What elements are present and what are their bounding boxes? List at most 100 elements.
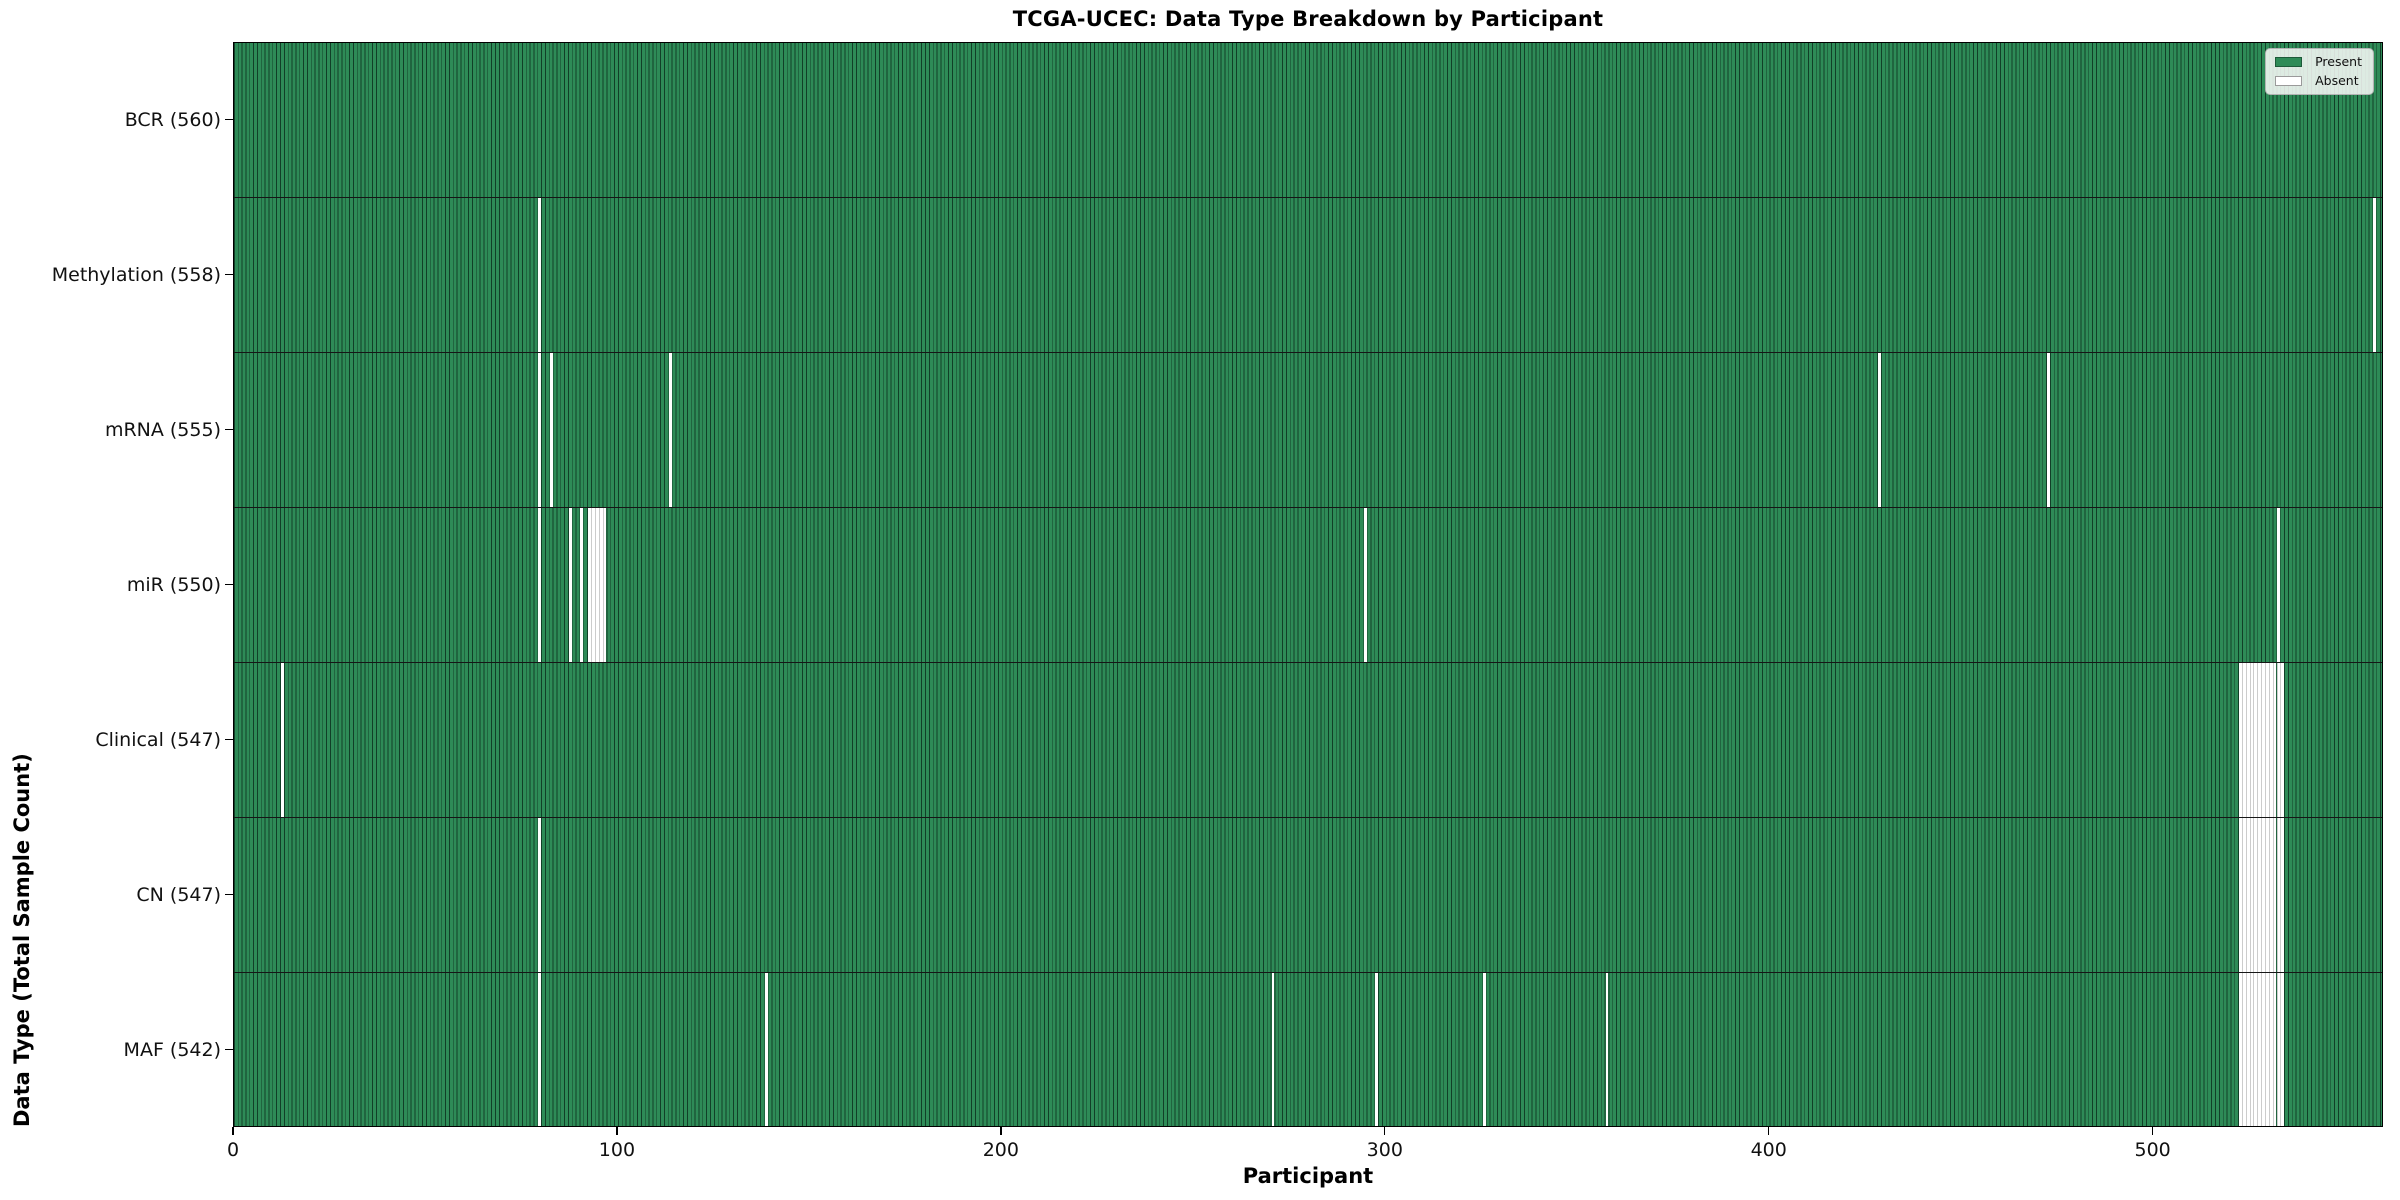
heatmap-row-maf bbox=[234, 973, 2382, 1126]
heatmap-row-cn bbox=[234, 818, 2382, 973]
absent-stripe bbox=[2249, 663, 2254, 817]
absent-stripe bbox=[2373, 198, 2377, 352]
absent-stripe bbox=[538, 353, 542, 507]
x-tick-label: 400 bbox=[1750, 1139, 1787, 1161]
absent-stripe bbox=[1878, 353, 1882, 507]
y-tick-mark bbox=[225, 893, 233, 896]
y-tick-label: Methylation (558) bbox=[51, 263, 221, 286]
absent-stripe bbox=[2257, 973, 2262, 1126]
y-tick-mark bbox=[225, 118, 233, 121]
y-tick-label: mRNA (555) bbox=[104, 418, 221, 441]
absent-stripe bbox=[2257, 663, 2262, 817]
absent-stripe bbox=[2272, 973, 2277, 1126]
absent-stripe bbox=[2264, 973, 2269, 1126]
absent-stripe bbox=[2245, 818, 2250, 972]
chart-title: TCGA-UCEC: Data Type Breakdown by Partic… bbox=[1012, 7, 1604, 31]
heatmap-row-mir bbox=[234, 508, 2382, 663]
absent-stripe bbox=[2241, 973, 2246, 1126]
absent-stripe bbox=[2249, 973, 2254, 1126]
absent-stripe bbox=[598, 508, 603, 662]
y-tick-mark bbox=[225, 428, 233, 431]
absent-stripe bbox=[2264, 818, 2269, 972]
heatmap-row-mrna bbox=[234, 353, 2382, 508]
absent-stripe bbox=[549, 353, 553, 507]
absent-stripe bbox=[602, 508, 607, 662]
absent-stripe bbox=[2047, 353, 2050, 507]
y-tick-mark bbox=[225, 583, 233, 586]
absent-stripe bbox=[2261, 973, 2265, 1126]
absent-stripe bbox=[538, 508, 542, 662]
y-tick-label: miR (550) bbox=[126, 573, 221, 596]
legend: Present Absent bbox=[2265, 48, 2374, 95]
absent-stripe bbox=[2277, 508, 2281, 662]
absent-stripe bbox=[591, 508, 595, 662]
y-tick-label: Clinical (547) bbox=[95, 728, 221, 751]
absent-stripe bbox=[594, 508, 599, 662]
x-tick-label: 200 bbox=[982, 1139, 1019, 1161]
absent-stripe bbox=[538, 973, 542, 1126]
x-tick-mark bbox=[2151, 1127, 2154, 1135]
x-axis-label: Participant bbox=[1242, 1164, 1374, 1188]
absent-stripe bbox=[538, 818, 542, 972]
absent-stripe bbox=[280, 663, 284, 817]
absent-stripe bbox=[2276, 818, 2281, 972]
x-tick-label: 500 bbox=[2134, 1139, 2171, 1161]
absent-stripe bbox=[1363, 508, 1367, 662]
absent-stripe bbox=[2261, 663, 2265, 817]
legend-present-label: Present bbox=[2315, 54, 2362, 69]
x-tick-mark bbox=[1768, 1127, 1770, 1135]
absent-stripe bbox=[2239, 818, 2242, 972]
heatmap-row-clinical bbox=[234, 663, 2382, 818]
absent-stripe bbox=[2280, 663, 2285, 817]
heatmap-row-methylation bbox=[234, 198, 2382, 353]
legend-item-absent: Absent bbox=[2275, 74, 2362, 88]
absent-stripe bbox=[2239, 973, 2242, 1126]
absent-stripe bbox=[2280, 973, 2285, 1126]
absent-stripe bbox=[2241, 818, 2246, 972]
absent-swatch-icon bbox=[2275, 75, 2303, 86]
absent-stripe bbox=[1605, 973, 1609, 1126]
absent-stripe bbox=[764, 973, 768, 1126]
x-tick-mark bbox=[616, 1127, 618, 1135]
absent-stripe bbox=[2257, 818, 2262, 972]
legend-item-present: Present bbox=[2275, 54, 2362, 69]
y-tick-mark bbox=[225, 1048, 233, 1051]
heatmap-row-bcr bbox=[234, 43, 2382, 198]
absent-stripe bbox=[538, 198, 542, 352]
absent-stripe bbox=[2272, 818, 2277, 972]
x-tick-label: 100 bbox=[598, 1139, 636, 1161]
x-tick-mark bbox=[1384, 1127, 1386, 1135]
x-tick-label: 300 bbox=[1366, 1139, 1403, 1161]
absent-stripe bbox=[1482, 973, 1486, 1126]
absent-stripe bbox=[1375, 973, 1379, 1126]
absent-stripe bbox=[668, 353, 672, 507]
y-axis-label: Data Type (Total Sample Count) bbox=[10, 753, 34, 1127]
x-tick-mark bbox=[1000, 1127, 1002, 1135]
absent-stripe bbox=[588, 508, 592, 662]
x-tick-mark bbox=[232, 1127, 234, 1135]
absent-stripe bbox=[2239, 663, 2242, 817]
absent-stripe bbox=[2280, 818, 2285, 972]
absent-stripe bbox=[2245, 973, 2250, 1126]
y-tick-mark bbox=[225, 273, 233, 276]
x-tick-label: 0 bbox=[226, 1139, 240, 1161]
absent-stripe bbox=[568, 508, 572, 662]
y-tick-label: CN (547) bbox=[136, 883, 221, 906]
absent-stripe bbox=[2261, 818, 2265, 972]
absent-stripe bbox=[2268, 818, 2273, 972]
absent-stripe bbox=[2264, 663, 2269, 817]
y-tick-label: MAF (542) bbox=[123, 1038, 221, 1061]
y-tick-label: BCR (560) bbox=[124, 108, 221, 131]
absent-stripe bbox=[2272, 663, 2277, 817]
y-tick-mark bbox=[225, 738, 233, 741]
absent-stripe bbox=[2241, 663, 2246, 817]
present-swatch-icon bbox=[2275, 57, 2303, 68]
plot-area: Present Absent bbox=[233, 42, 2383, 1127]
absent-stripe bbox=[2268, 663, 2273, 817]
absent-stripe bbox=[2276, 663, 2281, 817]
absent-stripe bbox=[2253, 818, 2258, 972]
absent-stripe bbox=[2249, 818, 2254, 972]
absent-stripe bbox=[2253, 663, 2258, 817]
absent-stripe bbox=[2253, 973, 2258, 1126]
